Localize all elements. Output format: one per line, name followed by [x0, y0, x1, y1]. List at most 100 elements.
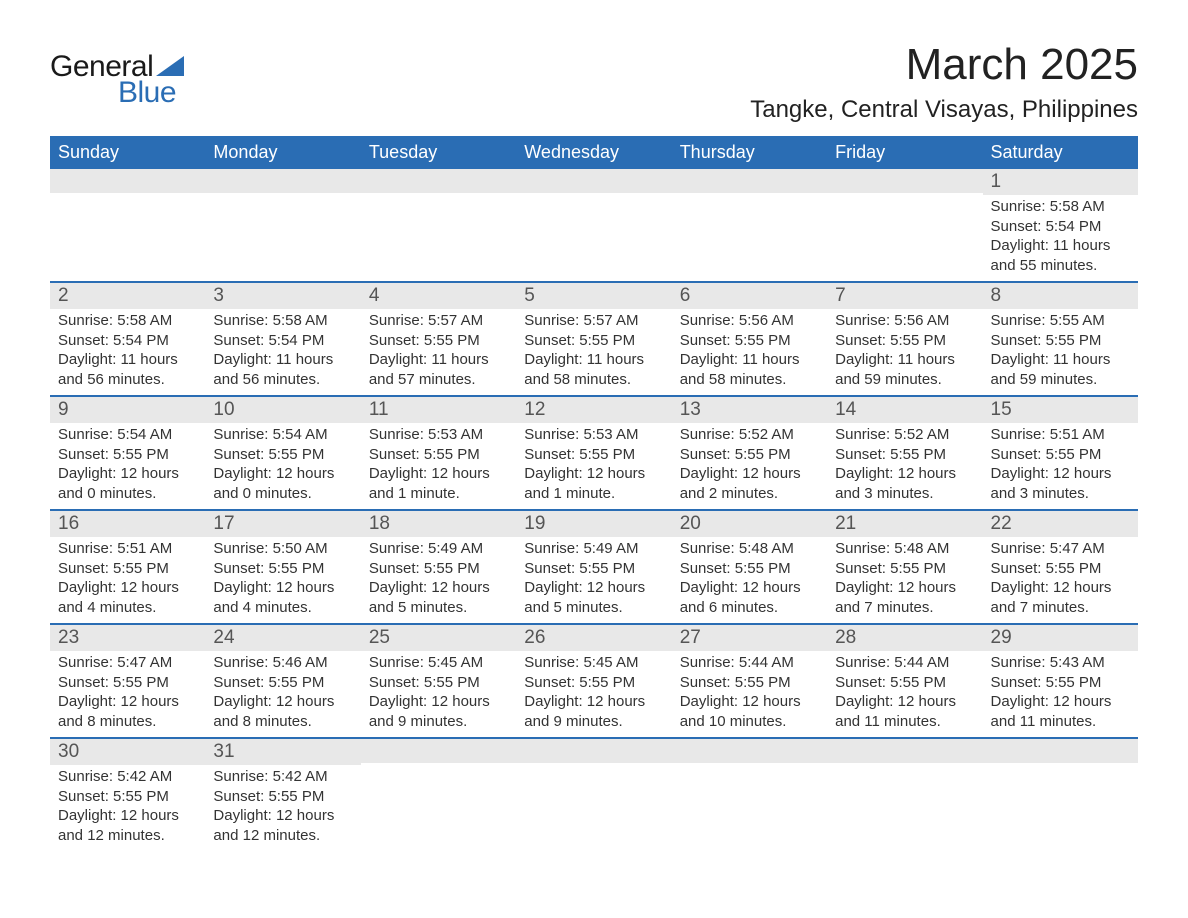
daylight-text-2: and 3 minutes.: [835, 484, 974, 504]
location-subtitle: Tangke, Central Visayas, Philippines: [750, 96, 1138, 124]
calendar-day-cell: [672, 169, 827, 282]
sunrise-text: Sunrise: 5:46 AM: [213, 653, 352, 673]
logo-triangle-icon: [156, 56, 184, 76]
sunrise-text: Sunrise: 5:43 AM: [991, 653, 1130, 673]
daylight-text-1: Daylight: 12 hours: [524, 692, 663, 712]
sunset-text: Sunset: 5:55 PM: [369, 559, 508, 579]
day-data: Sunrise: 5:47 AMSunset: 5:55 PMDaylight:…: [50, 651, 205, 737]
daylight-text-2: and 7 minutes.: [991, 598, 1130, 618]
calendar-table: Sunday Monday Tuesday Wednesday Thursday…: [50, 136, 1138, 851]
day-number: [516, 169, 671, 193]
day-data: Sunrise: 5:49 AMSunset: 5:55 PMDaylight:…: [361, 537, 516, 623]
day-number: 5: [516, 283, 671, 309]
calendar-day-cell: 21Sunrise: 5:48 AMSunset: 5:55 PMDayligh…: [827, 510, 982, 624]
sunrise-text: Sunrise: 5:58 AM: [213, 311, 352, 331]
calendar-day-cell: 26Sunrise: 5:45 AMSunset: 5:55 PMDayligh…: [516, 624, 671, 738]
day-number: [672, 739, 827, 763]
sunrise-text: Sunrise: 5:53 AM: [524, 425, 663, 445]
daylight-text-2: and 10 minutes.: [680, 712, 819, 732]
daylight-text-2: and 57 minutes.: [369, 370, 508, 390]
daylight-text-1: Daylight: 12 hours: [680, 692, 819, 712]
day-number: 6: [672, 283, 827, 309]
sunrise-text: Sunrise: 5:42 AM: [213, 767, 352, 787]
day-data: Sunrise: 5:47 AMSunset: 5:55 PMDaylight:…: [983, 537, 1138, 623]
day-data: Sunrise: 5:58 AMSunset: 5:54 PMDaylight:…: [983, 195, 1138, 281]
calendar-day-cell: 1Sunrise: 5:58 AMSunset: 5:54 PMDaylight…: [983, 169, 1138, 282]
calendar-day-cell: 11Sunrise: 5:53 AMSunset: 5:55 PMDayligh…: [361, 396, 516, 510]
day-number: 28: [827, 625, 982, 651]
daylight-text-1: Daylight: 12 hours: [991, 464, 1130, 484]
daylight-text-2: and 8 minutes.: [213, 712, 352, 732]
day-number: 20: [672, 511, 827, 537]
day-data: [361, 193, 516, 211]
daylight-text-1: Daylight: 12 hours: [524, 578, 663, 598]
day-number: [205, 169, 360, 193]
day-data: Sunrise: 5:48 AMSunset: 5:55 PMDaylight:…: [672, 537, 827, 623]
calendar-week-row: 1Sunrise: 5:58 AMSunset: 5:54 PMDaylight…: [50, 169, 1138, 282]
sunset-text: Sunset: 5:55 PM: [58, 445, 197, 465]
daylight-text-1: Daylight: 12 hours: [524, 464, 663, 484]
sunrise-text: Sunrise: 5:52 AM: [680, 425, 819, 445]
calendar-day-cell: 2Sunrise: 5:58 AMSunset: 5:54 PMDaylight…: [50, 282, 205, 396]
day-data: Sunrise: 5:56 AMSunset: 5:55 PMDaylight:…: [672, 309, 827, 395]
day-number: 12: [516, 397, 671, 423]
calendar-day-cell: 31Sunrise: 5:42 AMSunset: 5:55 PMDayligh…: [205, 738, 360, 851]
sunrise-text: Sunrise: 5:49 AM: [369, 539, 508, 559]
day-number: 2: [50, 283, 205, 309]
day-number: [827, 169, 982, 193]
sunset-text: Sunset: 5:55 PM: [524, 673, 663, 693]
day-data: Sunrise: 5:54 AMSunset: 5:55 PMDaylight:…: [205, 423, 360, 509]
day-data: Sunrise: 5:58 AMSunset: 5:54 PMDaylight:…: [205, 309, 360, 395]
calendar-week-row: 9Sunrise: 5:54 AMSunset: 5:55 PMDaylight…: [50, 396, 1138, 510]
day-data: Sunrise: 5:42 AMSunset: 5:55 PMDaylight:…: [50, 765, 205, 851]
daylight-text-2: and 56 minutes.: [213, 370, 352, 390]
daylight-text-2: and 2 minutes.: [680, 484, 819, 504]
weekday-header: Thursday: [672, 136, 827, 169]
day-data: Sunrise: 5:52 AMSunset: 5:55 PMDaylight:…: [827, 423, 982, 509]
daylight-text-1: Daylight: 12 hours: [58, 806, 197, 826]
day-number: 4: [361, 283, 516, 309]
calendar-body: 1Sunrise: 5:58 AMSunset: 5:54 PMDaylight…: [50, 169, 1138, 851]
day-data: [361, 763, 516, 781]
calendar-day-cell: 14Sunrise: 5:52 AMSunset: 5:55 PMDayligh…: [827, 396, 982, 510]
sunset-text: Sunset: 5:55 PM: [991, 445, 1130, 465]
logo-text-blue: Blue: [118, 76, 176, 110]
day-number: 11: [361, 397, 516, 423]
sunset-text: Sunset: 5:55 PM: [835, 559, 974, 579]
sunrise-text: Sunrise: 5:45 AM: [369, 653, 508, 673]
month-title: March 2025: [750, 40, 1138, 90]
day-number: [672, 169, 827, 193]
weekday-header: Monday: [205, 136, 360, 169]
day-data: Sunrise: 5:53 AMSunset: 5:55 PMDaylight:…: [361, 423, 516, 509]
sunrise-text: Sunrise: 5:58 AM: [991, 197, 1130, 217]
daylight-text-2: and 3 minutes.: [991, 484, 1130, 504]
day-number: 18: [361, 511, 516, 537]
sunset-text: Sunset: 5:55 PM: [835, 445, 974, 465]
day-number: 14: [827, 397, 982, 423]
calendar-day-cell: 18Sunrise: 5:49 AMSunset: 5:55 PMDayligh…: [361, 510, 516, 624]
daylight-text-1: Daylight: 11 hours: [58, 350, 197, 370]
sunrise-text: Sunrise: 5:56 AM: [835, 311, 974, 331]
calendar-day-cell: [672, 738, 827, 851]
daylight-text-2: and 9 minutes.: [524, 712, 663, 732]
day-number: 30: [50, 739, 205, 765]
sunset-text: Sunset: 5:55 PM: [680, 559, 819, 579]
daylight-text-2: and 9 minutes.: [369, 712, 508, 732]
calendar-day-cell: [205, 169, 360, 282]
weekday-header: Sunday: [50, 136, 205, 169]
calendar-day-cell: [516, 738, 671, 851]
daylight-text-1: Daylight: 11 hours: [524, 350, 663, 370]
daylight-text-2: and 7 minutes.: [835, 598, 974, 618]
day-number: [361, 739, 516, 763]
sunset-text: Sunset: 5:55 PM: [991, 559, 1130, 579]
sunset-text: Sunset: 5:55 PM: [524, 445, 663, 465]
day-number: 17: [205, 511, 360, 537]
page-header: General Blue March 2025 Tangke, Central …: [50, 40, 1138, 124]
calendar-day-cell: 12Sunrise: 5:53 AMSunset: 5:55 PMDayligh…: [516, 396, 671, 510]
day-data: [672, 763, 827, 781]
day-data: [516, 763, 671, 781]
daylight-text-1: Daylight: 12 hours: [213, 578, 352, 598]
day-data: Sunrise: 5:42 AMSunset: 5:55 PMDaylight:…: [205, 765, 360, 851]
calendar-day-cell: 23Sunrise: 5:47 AMSunset: 5:55 PMDayligh…: [50, 624, 205, 738]
calendar-day-cell: [516, 169, 671, 282]
